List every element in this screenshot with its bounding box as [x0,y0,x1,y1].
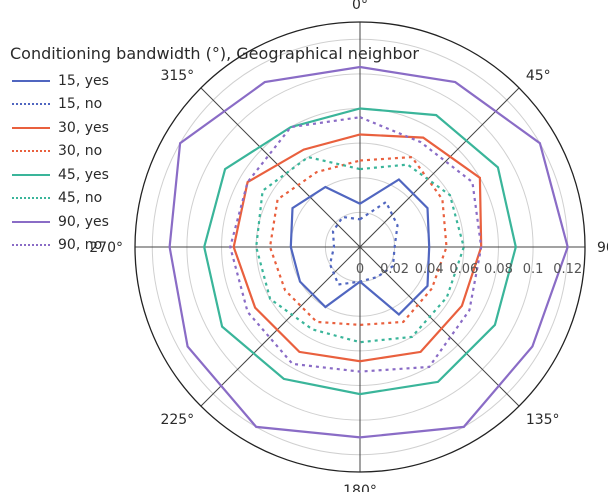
radial-tick-label: 0.1 [523,262,544,277]
angular-tick-label: 135° [526,412,560,428]
radial-tick-label: 0.06 [449,262,478,277]
legend-item[interactable]: 15, yes [10,69,340,93]
angular-spoke [200,246,361,407]
radial-tick-label: 0 [356,262,364,277]
legend-item[interactable]: 90, yes [10,210,340,234]
polar-grid [134,21,586,473]
legend-swatch [12,173,50,176]
legend-title: Conditioning bandwidth (°), Geographical… [10,44,419,63]
legend-item[interactable]: 45, no [10,187,340,211]
legend-swatch [12,103,50,106]
angular-tick-label: 0° [352,0,368,13]
legend-item[interactable]: 45, yes [10,163,340,187]
angular-tick-label: 45° [526,68,551,84]
angular-spoke [359,246,520,407]
legend-label: 45, no [58,190,103,207]
radial-tick-label: 0.02 [380,262,409,277]
series-line [255,155,465,344]
legend-swatch [12,220,50,223]
legend-label: 90, yes [58,213,109,230]
angular-spoke [359,87,520,248]
legend-item[interactable]: 15, no [10,93,340,117]
legend: Conditioning bandwidth (°), Geographical… [10,44,419,257]
series-line [328,200,399,286]
legend-label: 90, no [58,237,103,254]
legend-label: 15, yes [58,72,109,89]
legend-label: 45, yes [58,166,109,183]
series-line [229,116,483,373]
angular-tick-label: 315° [160,68,194,84]
legend-item[interactable]: 30, no [10,140,340,164]
angular-tick-label: 180° [343,483,377,492]
legend-swatch [12,126,50,129]
angular-spoke [200,87,361,248]
legend-swatch [12,244,50,247]
legend-swatch [12,150,50,153]
legend-label: 30, no [58,143,103,160]
legend-swatch [12,197,50,200]
angular-tick-label: 90° [597,240,608,256]
radial-tick-label: 0.08 [484,262,513,277]
legend-swatch [12,79,50,82]
legend-items: 15, yes 15, no 30, yes 30, no 45, yes 45, no 9… [10,69,340,257]
series-line [168,65,569,439]
axis-labels: 0° 45° 90° 135° 180° 225° 270° 315° 0 0.02 0.04 0.0… [89,0,608,492]
series-line [232,133,483,363]
radial-tick-label: 0.12 [553,262,582,277]
legend-item[interactable]: 90, no [10,234,340,258]
angular-tick-label: 270° [89,240,123,256]
radial-tick-label: 0.04 [415,262,444,277]
angular-tick-label: 225° [160,412,194,428]
outer-boundary [134,21,586,473]
legend-label: 30, yes [58,119,109,136]
legend-item[interactable]: 30, yes [10,116,340,140]
series-group [168,65,569,439]
legend-label: 15, no [58,96,103,113]
series-line [203,107,517,396]
